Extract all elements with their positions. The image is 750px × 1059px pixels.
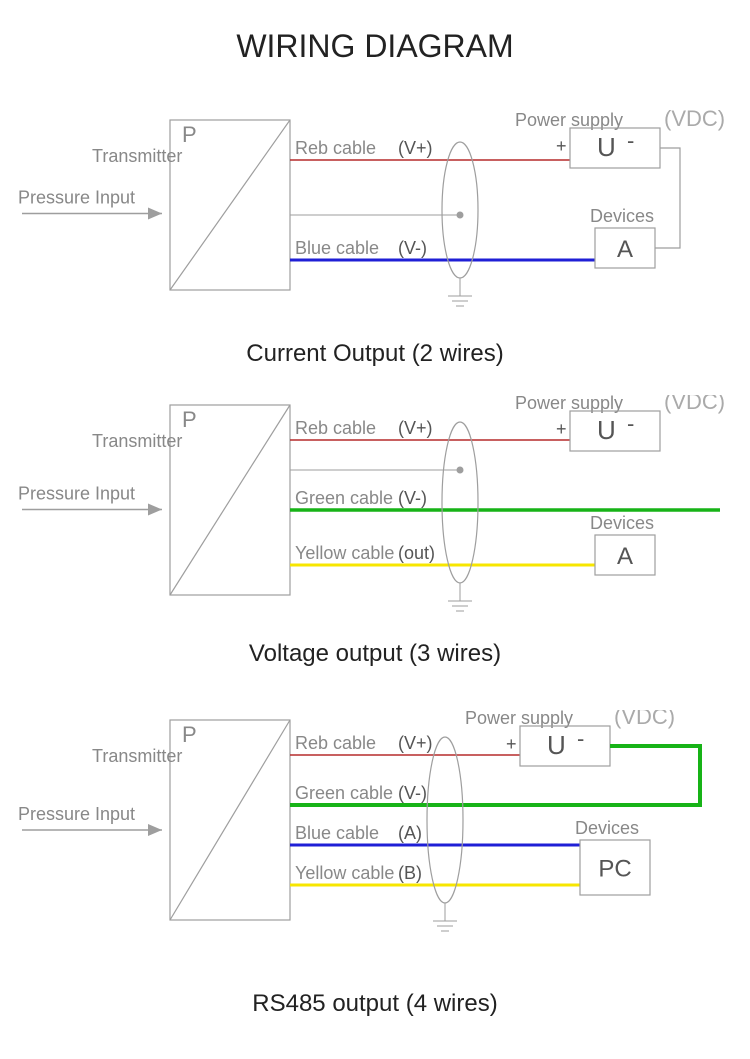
- wiring-diagram-rs485: PTransmitter Pressure Input Reb cable (V+) G…: [0, 710, 750, 1010]
- svg-text:Devices: Devices: [575, 818, 639, 838]
- svg-text:Pressure Input: Pressure Input: [18, 804, 135, 824]
- svg-text:PC: PC: [598, 856, 631, 883]
- svg-text:+: +: [556, 136, 567, 156]
- svg-text:Devices: Devices: [590, 513, 654, 533]
- svg-text:Power supply: Power supply: [515, 395, 623, 413]
- svg-text:U: U: [597, 415, 616, 445]
- svg-text:P: P: [182, 722, 197, 747]
- svg-text:(V+): (V+): [398, 418, 433, 438]
- svg-text:Green cable: Green cable: [295, 488, 393, 508]
- svg-text:Green cable: Green cable: [295, 783, 393, 803]
- svg-text:Power supply: Power supply: [515, 110, 623, 130]
- svg-text:(VDC): (VDC): [664, 110, 725, 131]
- svg-text:(V-): (V-): [398, 488, 427, 508]
- svg-text:(V-): (V-): [398, 783, 427, 803]
- svg-text:Reb cable: Reb cable: [295, 733, 376, 753]
- svg-text:(B): (B): [398, 863, 422, 883]
- svg-text:(V-): (V-): [398, 238, 427, 258]
- svg-text:P: P: [182, 122, 197, 147]
- svg-text:A: A: [617, 543, 633, 570]
- wiring-diagram-voltage: PTransmitter Pressure Input Reb cable (V+) G…: [0, 395, 750, 675]
- svg-text:P: P: [182, 407, 197, 432]
- svg-text:Reb cable: Reb cable: [295, 138, 376, 158]
- svg-text:-: -: [627, 411, 634, 436]
- svg-text:+: +: [556, 419, 567, 439]
- svg-text:(VDC): (VDC): [614, 710, 675, 729]
- svg-text:U: U: [597, 132, 616, 162]
- svg-text:Transmitter: Transmitter: [92, 746, 182, 766]
- svg-text:Reb cable: Reb cable: [295, 418, 376, 438]
- svg-text:+: +: [506, 734, 517, 754]
- wiring-diagram-current: PTransmitter Pressure Input Reb cable (V+) B…: [0, 110, 750, 360]
- svg-text:U: U: [547, 730, 566, 760]
- svg-text:Transmitter: Transmitter: [92, 431, 182, 451]
- svg-text:-: -: [577, 726, 584, 751]
- svg-text:Pressure Input: Pressure Input: [18, 484, 135, 504]
- svg-text:Blue cable: Blue cable: [295, 238, 379, 258]
- svg-text:A: A: [617, 236, 633, 263]
- svg-text:Devices: Devices: [590, 206, 654, 226]
- svg-text:Yellow cable: Yellow cable: [295, 863, 394, 883]
- svg-text:Transmitter: Transmitter: [92, 146, 182, 166]
- svg-text:(out): (out): [398, 543, 435, 563]
- svg-text:(VDC): (VDC): [664, 395, 725, 414]
- svg-text:-: -: [627, 128, 634, 153]
- svg-text:(V+): (V+): [398, 733, 433, 753]
- svg-text:Yellow cable: Yellow cable: [295, 543, 394, 563]
- svg-text:(A): (A): [398, 823, 422, 843]
- svg-text:Power supply: Power supply: [465, 710, 573, 728]
- svg-text:Blue cable: Blue cable: [295, 823, 379, 843]
- svg-text:(V+): (V+): [398, 138, 433, 158]
- svg-text:Pressure Input: Pressure Input: [18, 188, 135, 208]
- page-title: WIRING DIAGRAM: [0, 28, 750, 65]
